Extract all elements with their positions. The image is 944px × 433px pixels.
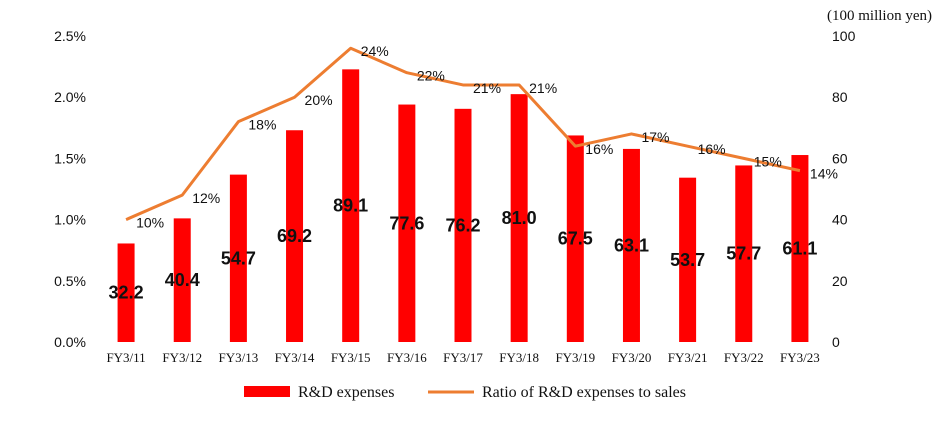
category-label: FY3/16 bbox=[387, 350, 427, 365]
ratio-value-label: 16% bbox=[585, 141, 613, 157]
bar-value-label: 53.7 bbox=[670, 250, 705, 270]
left-tick-label: 1.0% bbox=[54, 212, 86, 228]
category-label: FY3/13 bbox=[219, 350, 259, 365]
bar-series bbox=[117, 69, 809, 342]
ratio-value-label: 20% bbox=[305, 92, 333, 108]
right-tick-label: 60 bbox=[832, 150, 848, 166]
ratio-value-label: 16% bbox=[698, 141, 726, 157]
bar bbox=[735, 165, 753, 342]
ratio-value-label: 15% bbox=[754, 153, 782, 169]
left-tick-label: 1.5% bbox=[54, 150, 86, 166]
left-tick-label: 2.0% bbox=[54, 89, 86, 105]
category-label: FY3/11 bbox=[106, 350, 145, 365]
ratio-data-labels: 10% 12% 18% 20% 24% 22% 21% 21% 16% 17% 16% 15% 14% bbox=[136, 43, 838, 230]
ratio-value-label: 21% bbox=[529, 80, 557, 96]
legend-label-line: Ratio of R&D expenses to sales bbox=[482, 384, 686, 401]
bar bbox=[510, 94, 528, 342]
bar-value-label: 76.2 bbox=[445, 215, 480, 235]
category-label: FY3/21 bbox=[668, 350, 708, 365]
ratio-line bbox=[125, 46, 801, 221]
bar bbox=[229, 174, 247, 342]
right-axis-unit: (100 million yen) bbox=[827, 8, 932, 24]
bar bbox=[117, 243, 135, 342]
right-y-axis: 0 20 40 60 80 100 bbox=[832, 28, 856, 350]
right-tick-label: 0 bbox=[832, 334, 840, 350]
bar bbox=[791, 155, 809, 342]
left-y-axis: 0.0% 0.5% 1.0% 1.5% 2.0% 2.5% bbox=[54, 28, 86, 350]
bar-value-label: 61.1 bbox=[782, 239, 817, 259]
ratio-value-label: 24% bbox=[361, 43, 389, 59]
ratio-value-label: 14% bbox=[810, 166, 838, 182]
bar bbox=[454, 108, 472, 342]
legend-label-bar: R&D expenses bbox=[298, 384, 394, 401]
legend-swatch-bar bbox=[244, 386, 290, 397]
category-label: FY3/15 bbox=[331, 350, 371, 365]
legend: R&D expenses Ratio of R&D expenses to sa… bbox=[244, 384, 686, 401]
ratio-value-label: 12% bbox=[192, 190, 220, 206]
category-label: FY3/22 bbox=[724, 350, 764, 365]
bar bbox=[286, 130, 304, 342]
category-label: FY3/23 bbox=[780, 350, 820, 365]
right-tick-label: 80 bbox=[832, 89, 848, 105]
bar-value-label: 81.0 bbox=[502, 208, 537, 228]
ratio-value-label: 18% bbox=[248, 117, 276, 133]
category-label: FY3/12 bbox=[162, 350, 202, 365]
left-tick-label: 2.5% bbox=[54, 28, 86, 44]
ratio-value-label: 17% bbox=[641, 129, 669, 145]
bar bbox=[566, 135, 584, 342]
bar-value-label: 57.7 bbox=[726, 244, 761, 264]
line-series bbox=[125, 46, 801, 221]
bar bbox=[342, 69, 360, 342]
bar bbox=[622, 148, 640, 342]
category-label: FY3/18 bbox=[499, 350, 539, 365]
category-label: FY3/14 bbox=[275, 350, 315, 365]
right-tick-label: 20 bbox=[832, 273, 848, 289]
left-tick-label: 0.5% bbox=[54, 273, 86, 289]
bar-value-label: 63.1 bbox=[614, 235, 649, 255]
bar bbox=[398, 104, 416, 342]
bar-value-label: 32.2 bbox=[109, 283, 144, 303]
bar bbox=[173, 218, 191, 342]
bar-value-label: 40.4 bbox=[165, 270, 200, 290]
left-tick-label: 0.0% bbox=[54, 334, 86, 350]
bar bbox=[679, 177, 697, 342]
bar-value-label: 77.6 bbox=[389, 213, 424, 233]
bar-value-label: 54.7 bbox=[221, 248, 256, 268]
right-tick-label: 100 bbox=[832, 28, 856, 44]
ratio-value-label: 22% bbox=[417, 68, 445, 84]
x-axis-categories: FY3/11 FY3/12 FY3/13 FY3/14 FY3/15 FY3/16 FY3/… bbox=[106, 350, 819, 365]
right-tick-label: 40 bbox=[832, 212, 848, 228]
category-label: FY3/19 bbox=[555, 350, 595, 365]
bar-value-label: 67.5 bbox=[558, 229, 593, 249]
category-label: FY3/20 bbox=[612, 350, 652, 365]
bar-value-label: 89.1 bbox=[333, 196, 368, 216]
ratio-value-label: 10% bbox=[136, 215, 164, 231]
bar-data-labels: 32.2 40.4 54.7 69.2 89.1 77.6 76.2 81.0 67.5 63.1… bbox=[109, 196, 818, 303]
bar-value-label: 69.2 bbox=[277, 226, 312, 246]
ratio-value-label: 21% bbox=[473, 80, 501, 96]
category-label: FY3/17 bbox=[443, 350, 483, 365]
